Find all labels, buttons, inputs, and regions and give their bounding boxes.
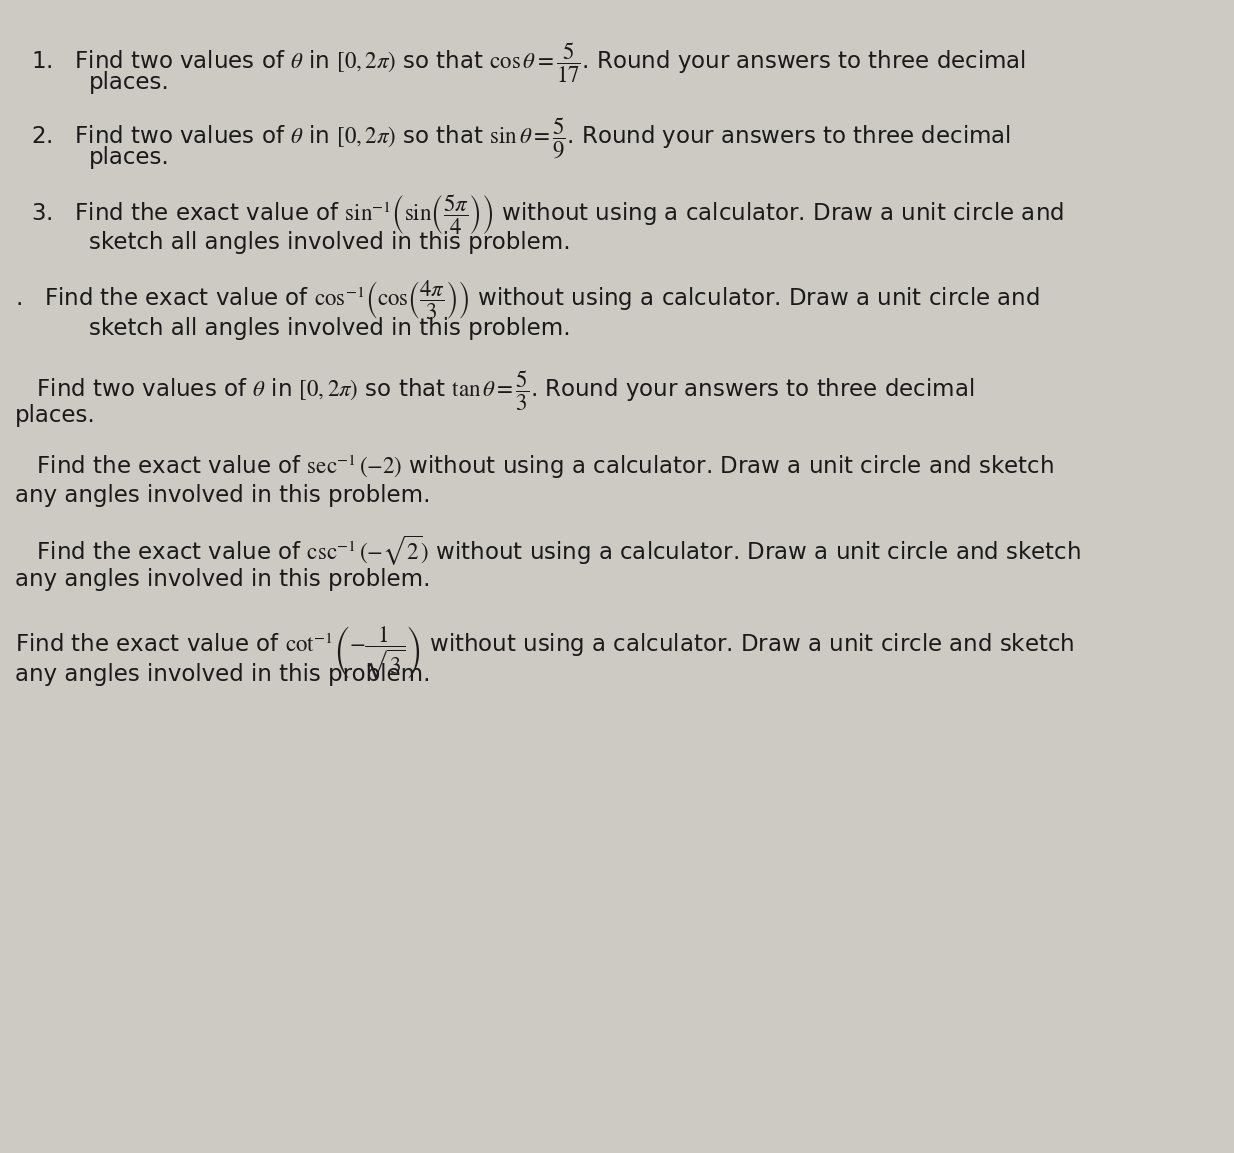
- Text: any angles involved in this problem.: any angles involved in this problem.: [15, 663, 431, 686]
- Text: Find the exact value of $\csc^{-1}(-\sqrt{2})$ without using a calculator. Draw : Find the exact value of $\csc^{-1}(-\sqr…: [15, 534, 1081, 568]
- Text: .   Find the exact value of $\cos^{-1}\!\left(\cos\!\left(\dfrac{4\pi}{3}\right): . Find the exact value of $\cos^{-1}\!\l…: [15, 279, 1039, 322]
- Text: 2.   Find two values of $\theta$ in $[0, 2\pi)$ so that $\sin \theta = \dfrac{5}: 2. Find two values of $\theta$ in $[0, 2…: [31, 115, 1011, 160]
- Text: any angles involved in this problem.: any angles involved in this problem.: [15, 568, 431, 591]
- Text: Find the exact value of $\sec^{-1}(-2)$ without using a calculator. Draw a unit : Find the exact value of $\sec^{-1}(-2)$ …: [15, 453, 1054, 481]
- Text: places.: places.: [89, 71, 169, 95]
- Text: places.: places.: [89, 146, 169, 169]
- Text: 1.   Find two values of $\theta$ in $[0, 2\pi)$ so that $\cos \theta = \dfrac{5}: 1. Find two values of $\theta$ in $[0, 2…: [31, 40, 1025, 84]
- Text: sketch all angles involved in this problem.: sketch all angles involved in this probl…: [89, 317, 570, 340]
- Text: places.: places.: [15, 404, 95, 427]
- Text: sketch all angles involved in this problem.: sketch all angles involved in this probl…: [89, 231, 570, 254]
- Text: Find the exact value of $\cot^{-1}\!\left(-\dfrac{1}{\sqrt{3}}\right)$ without u: Find the exact value of $\cot^{-1}\!\lef…: [15, 625, 1075, 683]
- Text: any angles involved in this problem.: any angles involved in this problem.: [15, 484, 431, 507]
- Text: Find two values of $\theta$ in $[0, 2\pi)$ so that $\tan \theta = \dfrac{5}{3}$.: Find two values of $\theta$ in $[0, 2\pi…: [15, 369, 974, 413]
- Text: 3.   Find the exact value of $\sin^{-1}\!\left(\sin\!\left(\dfrac{5\pi}{4}\right: 3. Find the exact value of $\sin^{-1}\!\…: [31, 193, 1064, 236]
